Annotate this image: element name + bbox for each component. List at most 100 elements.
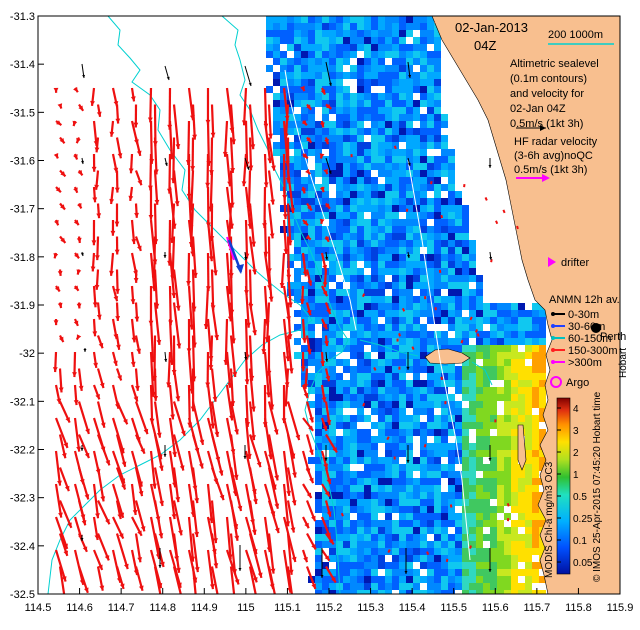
chl-pixel: [399, 380, 406, 387]
hf-vector-head: [286, 490, 292, 496]
chl-pixel: [343, 527, 350, 534]
chl-pixel: [434, 226, 441, 233]
chl-pixel: [427, 184, 434, 191]
chl-pixel: [357, 485, 364, 492]
colorbar-tick-label: 0.5: [573, 492, 587, 503]
chl-pixel: [329, 422, 336, 429]
chl-pixel: [490, 366, 497, 373]
chl-pixel: [385, 513, 392, 520]
chl-pixel: [413, 324, 420, 331]
hf-vector: [210, 566, 219, 594]
chl-pixel: [413, 387, 420, 394]
chl-pixel: [532, 345, 539, 352]
chl-pixel: [413, 464, 420, 471]
chl-pixel: [406, 464, 413, 471]
hf-vector-head: [73, 320, 79, 326]
chl-pixel: [315, 555, 322, 562]
chl-pixel: [427, 58, 434, 65]
chl-pixel: [441, 226, 448, 233]
chl-pixel: [413, 219, 420, 226]
chl-pixel: [504, 324, 511, 331]
hf-vector-head: [171, 513, 177, 520]
chl-pixel: [371, 569, 378, 576]
chl-pixel: [308, 254, 315, 261]
chl-pixel: [441, 149, 448, 156]
chl-pixel: [329, 163, 336, 170]
chl-pixel: [392, 429, 399, 436]
chl-pixel: [378, 149, 385, 156]
hf-vector-head: [311, 515, 316, 522]
chl-pixel: [329, 212, 336, 219]
chl-pixel: [448, 212, 455, 219]
chl-pixel: [497, 394, 504, 401]
chl-pixel: [462, 534, 469, 541]
hf-vector-head: [326, 419, 332, 426]
chl-pixel: [378, 359, 385, 366]
chl-pixel: [406, 23, 413, 30]
chl-pixel: [448, 366, 455, 373]
chl-pixel: [476, 366, 483, 373]
chl-pixel: [455, 219, 462, 226]
chl-pixel: [343, 394, 350, 401]
chl-pixel: [455, 205, 462, 212]
hf-vector: [153, 467, 164, 507]
chl-pixel: [294, 240, 301, 247]
chl-pixel: [371, 135, 378, 142]
chl-pixel: [308, 338, 315, 345]
hf-vector-head: [132, 509, 138, 515]
hf-vector-head: [158, 465, 164, 471]
hf-vector-head: [94, 284, 100, 290]
chl-pixel: [385, 170, 392, 177]
hf-vector-head: [92, 302, 98, 308]
hf-vector-head: [130, 299, 136, 305]
hf-vector-head: [274, 527, 280, 534]
chl-pixel: [420, 135, 427, 142]
chl-pixel: [329, 93, 336, 100]
hf-vector: [96, 467, 105, 502]
chl-pixel: [322, 51, 329, 58]
chl-pixel: [343, 338, 350, 345]
chl-pixel: [308, 23, 315, 30]
chl-pixel: [448, 233, 455, 240]
chl-pixel: [371, 275, 378, 282]
chl-pixel: [343, 401, 350, 408]
chl-pixel: [434, 114, 441, 121]
hf-vector: [77, 467, 90, 500]
chl-pixel: [511, 506, 518, 513]
chl-pixel: [448, 541, 455, 548]
drifter-arrowhead: [236, 264, 244, 274]
chl-pixel: [378, 534, 385, 541]
chl-pixel: [462, 345, 469, 352]
chl-pixel: [511, 331, 518, 338]
chl-pixel: [350, 527, 357, 534]
garden-island: [517, 424, 527, 471]
chl-pixel: [287, 65, 294, 72]
chl-pixel: [357, 499, 364, 506]
perth-label: Perth: [600, 331, 626, 343]
hf-vector: [77, 401, 90, 435]
chl-pixel: [371, 23, 378, 30]
hf-vector: [172, 170, 179, 207]
chl-pixel: [511, 555, 518, 562]
chl-pixel: [350, 485, 357, 492]
alt-vector-head: [406, 460, 410, 463]
hf-vector: [225, 351, 232, 388]
chl-pixel: [469, 317, 476, 324]
chl-pixel: [427, 548, 434, 555]
chl-pixel: [350, 310, 357, 317]
chl-pixel: [406, 219, 413, 226]
chl-pixel: [329, 436, 336, 443]
chl-pixel: [357, 121, 364, 128]
chl-pixel: [441, 163, 448, 170]
hf-vector: [242, 87, 248, 126]
hf-vector: [172, 500, 183, 536]
chl-pixel: [399, 429, 406, 436]
chl-pixel: [434, 401, 441, 408]
hf-vector: [204, 285, 210, 330]
alt-vector-head: [244, 356, 248, 360]
chl-pixel: [357, 408, 364, 415]
chl-pixel: [385, 240, 392, 247]
chl-pixel: [399, 366, 406, 373]
chl-pixel: [273, 58, 280, 65]
chl-pixel: [441, 156, 448, 163]
